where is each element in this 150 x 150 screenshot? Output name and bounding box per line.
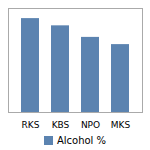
svg-text:RKS: RKS — [22, 120, 40, 130]
svg-text:NPO: NPO — [81, 120, 100, 130]
svg-text:KBS: KBS — [52, 120, 70, 130]
html-text:Alcohol %: Alcohol % — [56, 134, 107, 146]
svg-text:MKS: MKS — [111, 120, 131, 130]
